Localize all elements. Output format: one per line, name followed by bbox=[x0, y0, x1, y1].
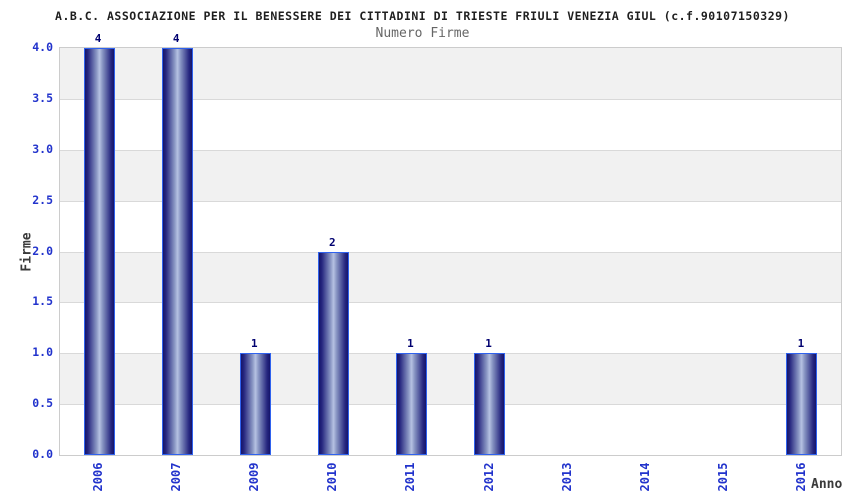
x-tick-text: 2014 bbox=[637, 462, 652, 492]
bar-2016 bbox=[786, 353, 818, 455]
gridline bbox=[60, 149, 841, 151]
x-axis-title: Anno bbox=[811, 477, 843, 492]
y-tick-1.0: 1.0 bbox=[32, 345, 53, 360]
x-tick-text: 2009 bbox=[247, 462, 262, 492]
x-tick-text: 2012 bbox=[481, 462, 496, 492]
y-tick-0.0: 0.0 bbox=[32, 447, 53, 461]
bar-2006 bbox=[83, 48, 115, 455]
bar-value-label-2011: 1 bbox=[407, 337, 414, 351]
x-tick-text: 2010 bbox=[325, 462, 340, 492]
gridline bbox=[60, 404, 841, 406]
y-tick-3.0: 3.0 bbox=[32, 141, 53, 156]
x-tick-text: 2006 bbox=[91, 462, 106, 492]
bar-2007 bbox=[161, 48, 193, 455]
bar-value-label-2006: 4 bbox=[94, 32, 102, 45]
y-tick-2.0: 2.0 bbox=[32, 243, 53, 258]
x-tick-text: 2007 bbox=[169, 462, 184, 492]
chart-subtitle: Numero Firme bbox=[375, 26, 470, 41]
gridline bbox=[60, 302, 841, 304]
bar-2012 bbox=[474, 353, 506, 455]
bar-value-label-2012: 1 bbox=[485, 337, 492, 351]
bar-value-label-2010: 2 bbox=[329, 235, 336, 249]
y-tick-0.5: 0.5 bbox=[32, 396, 53, 411]
x-tick-text: 2013 bbox=[559, 462, 574, 492]
x-tick-text: 2011 bbox=[403, 462, 418, 492]
bar-value-label-2009: 1 bbox=[250, 337, 258, 351]
bar-value-label-2007: 4 bbox=[172, 32, 180, 45]
gridline bbox=[60, 98, 841, 100]
x-tick-text: 2015 bbox=[715, 462, 730, 492]
y-tick-1.5: 1.5 bbox=[32, 294, 53, 309]
y-tick-4.0: 4.0 bbox=[32, 40, 53, 54]
bar-2010 bbox=[317, 251, 349, 455]
plot-area bbox=[59, 47, 842, 456]
gridline bbox=[60, 251, 841, 253]
x-tick-text: 2016 bbox=[793, 462, 808, 492]
bar-2011 bbox=[395, 353, 427, 455]
chart-title: A.B.C. ASSOCIAZIONE PER IL BENESSERE DEI… bbox=[55, 9, 790, 23]
bar-value-label-2016: 1 bbox=[797, 337, 805, 351]
gridline bbox=[60, 200, 841, 202]
gridline bbox=[60, 353, 841, 355]
y-tick-3.5: 3.5 bbox=[32, 90, 53, 105]
y-tick-2.5: 2.5 bbox=[32, 192, 53, 207]
bar-2009 bbox=[239, 353, 271, 455]
